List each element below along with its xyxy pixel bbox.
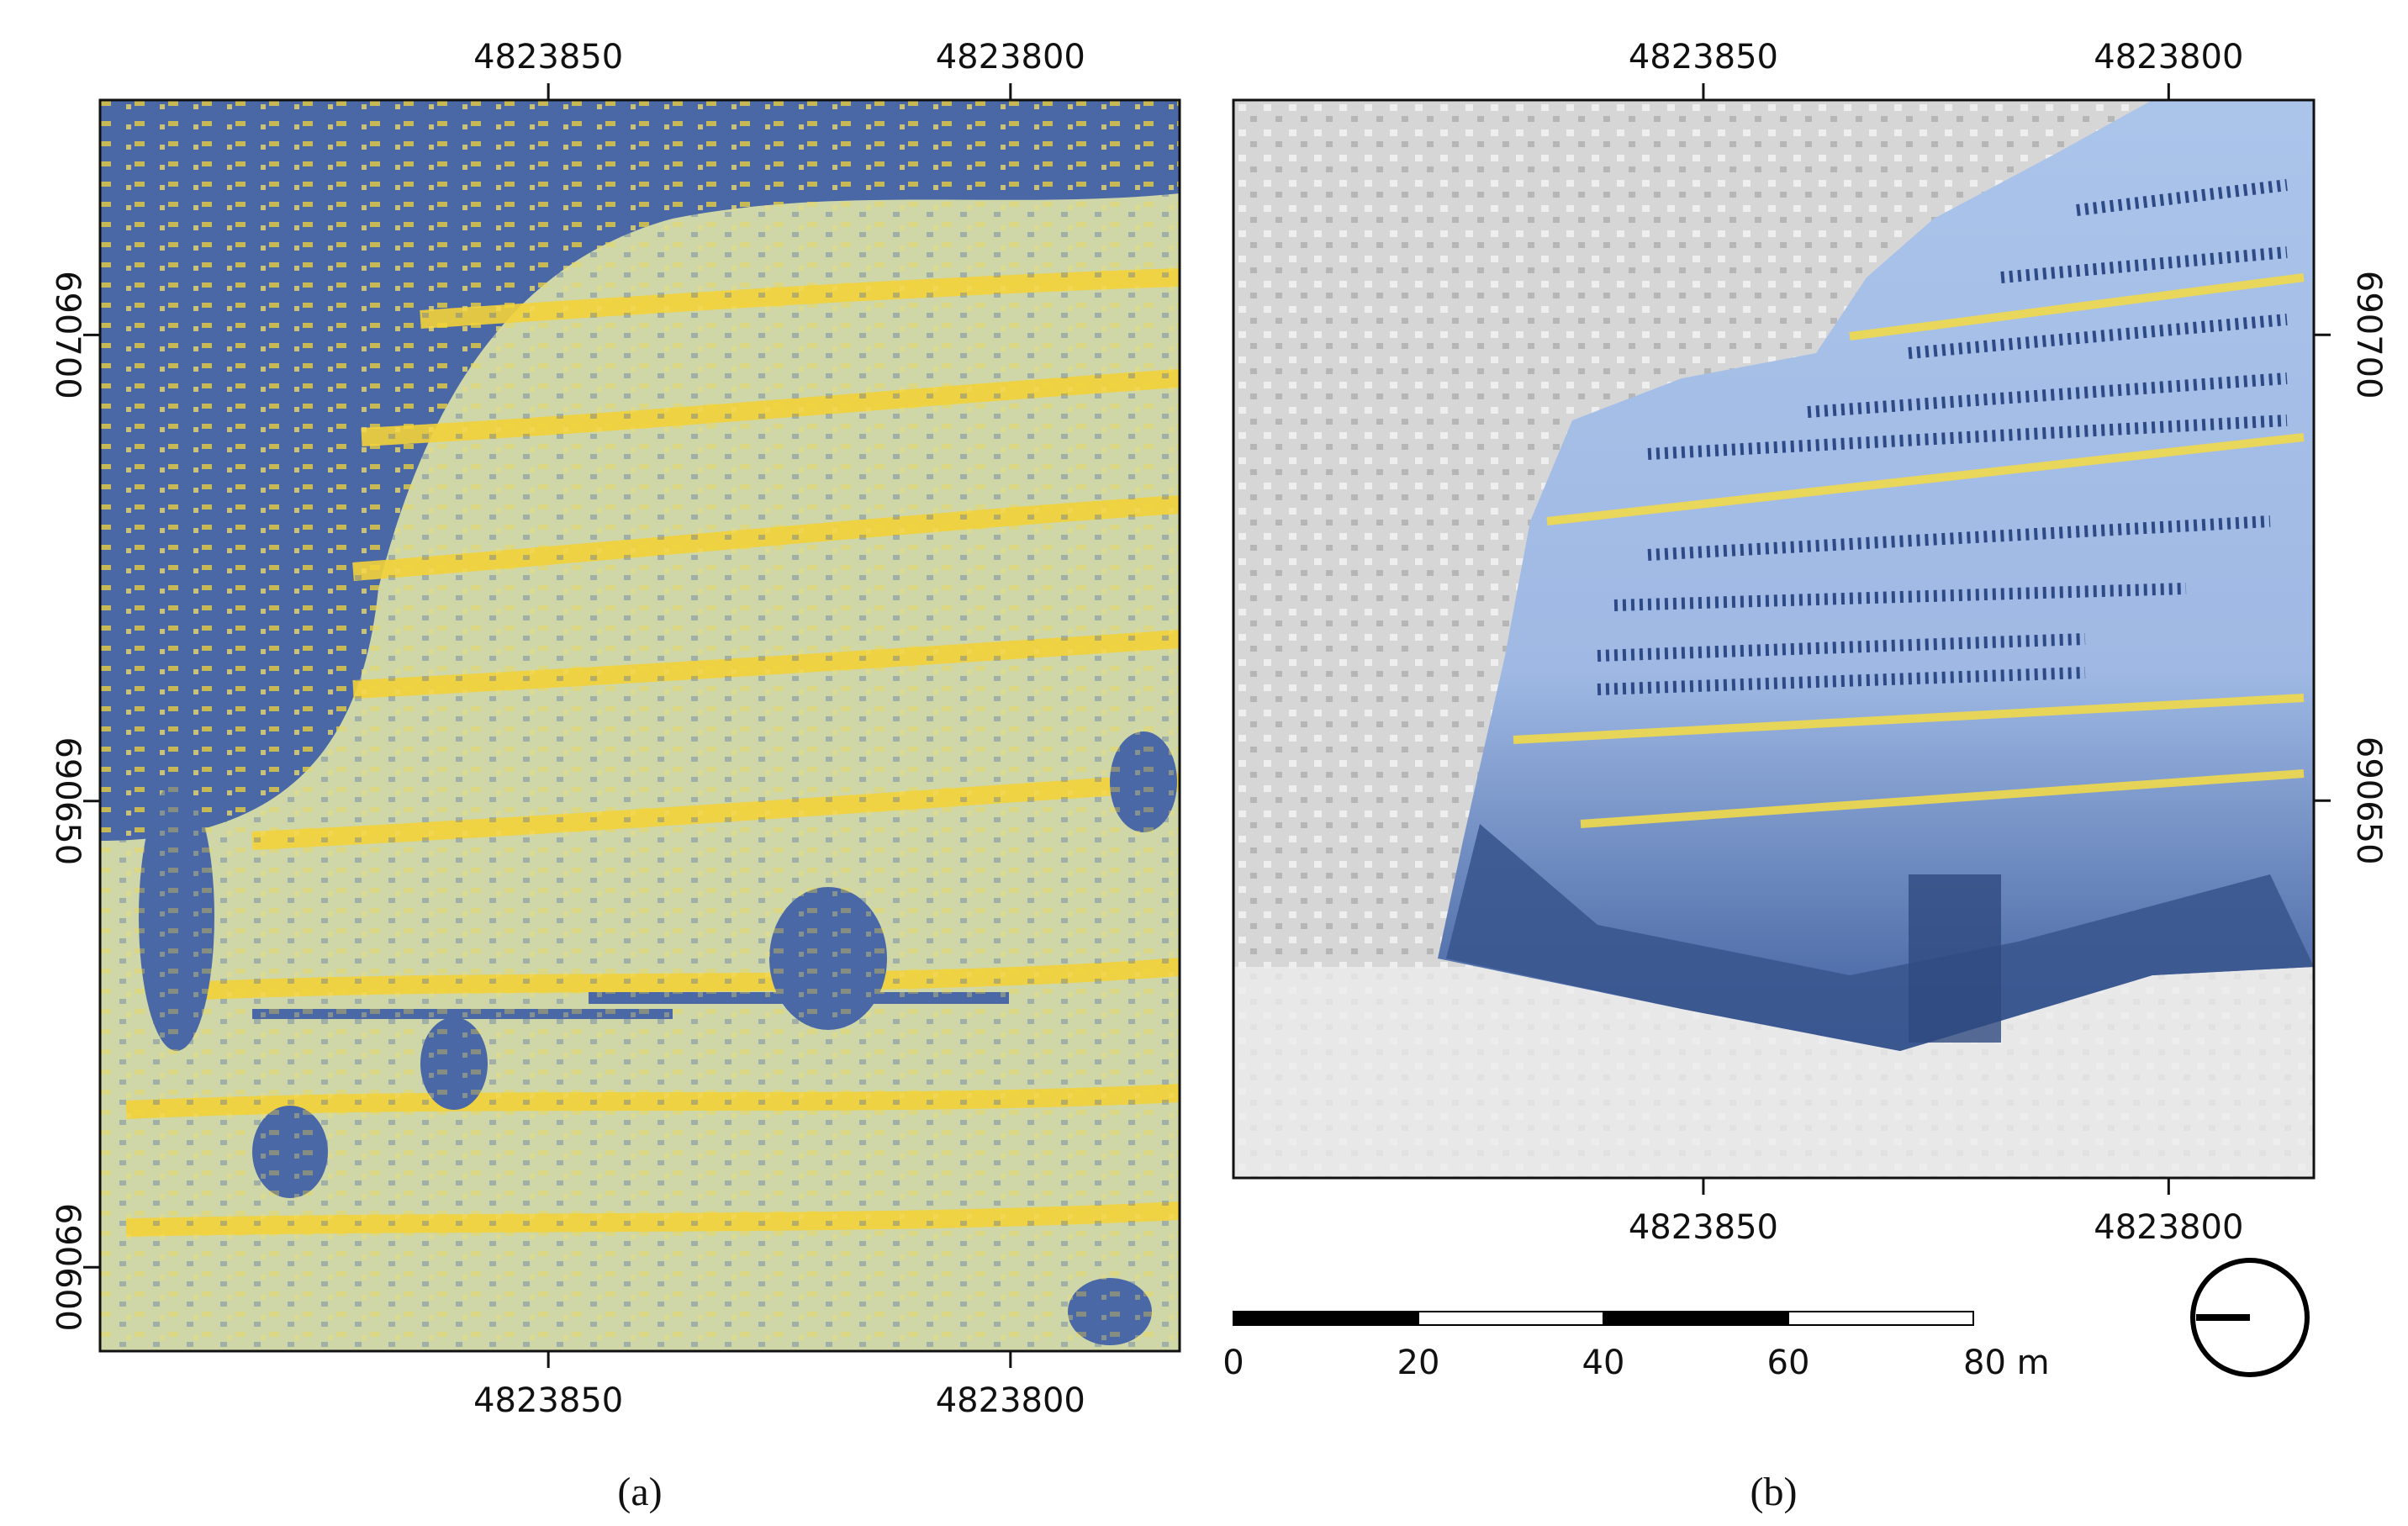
x-tick-label: 4823800 xyxy=(2094,38,2243,77)
panel-a-frame xyxy=(98,98,1181,1353)
y-tick-label: 690600 xyxy=(48,1203,87,1332)
scale-segment xyxy=(1233,1311,1419,1326)
scale-label: 60 xyxy=(1767,1344,1810,1382)
y-tick-label: 690650 xyxy=(2349,737,2388,865)
panel-b-image xyxy=(1233,100,2314,1178)
x-tick-label: 4823850 xyxy=(473,1381,623,1420)
x-tick-label: 4823850 xyxy=(1629,1208,1778,1247)
y-tick-label: 690700 xyxy=(2349,271,2388,399)
y-tick-label: 690650 xyxy=(48,737,87,865)
scale-label: 0 xyxy=(1222,1344,1244,1382)
x-tick-label: 4823800 xyxy=(936,38,1085,77)
x-tick-label: 4823800 xyxy=(2094,1208,2243,1247)
panel-caption: (a) xyxy=(617,1470,662,1514)
x-tick-label: 4823850 xyxy=(1629,38,1778,77)
scale-segment xyxy=(1603,1311,1789,1326)
panel-a-image xyxy=(100,100,1180,1351)
scale-label: 20 xyxy=(1397,1344,1440,1382)
north-arrow xyxy=(2190,1258,2310,1377)
x-tick-label: 4823850 xyxy=(473,38,623,77)
scale-label: 80 m xyxy=(1963,1344,2050,1382)
x-tick-label: 4823800 xyxy=(936,1381,1085,1420)
scale-segment xyxy=(1788,1311,1974,1326)
y-tick-label: 690700 xyxy=(48,271,87,399)
panel-caption: (b) xyxy=(1751,1470,1798,1514)
panel-b-frame xyxy=(1232,98,2316,1180)
scale-segment xyxy=(1418,1311,1604,1326)
scale-label: 40 xyxy=(1582,1344,1625,1382)
